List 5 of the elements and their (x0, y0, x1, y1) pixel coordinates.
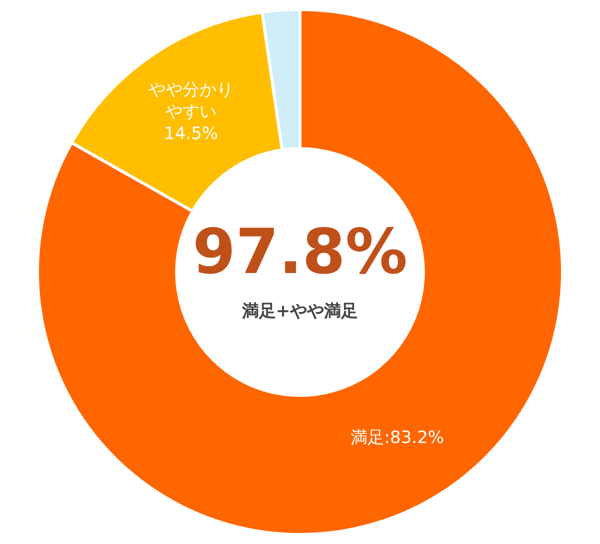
text: 97.8% (192, 215, 408, 288)
slice-label: やや分かりやすい (148, 80, 234, 122)
text: 満足+やや満足 (240, 301, 358, 322)
data-label: 14.5% (164, 124, 218, 144)
slice-label: 満足:83.2% (350, 428, 444, 448)
